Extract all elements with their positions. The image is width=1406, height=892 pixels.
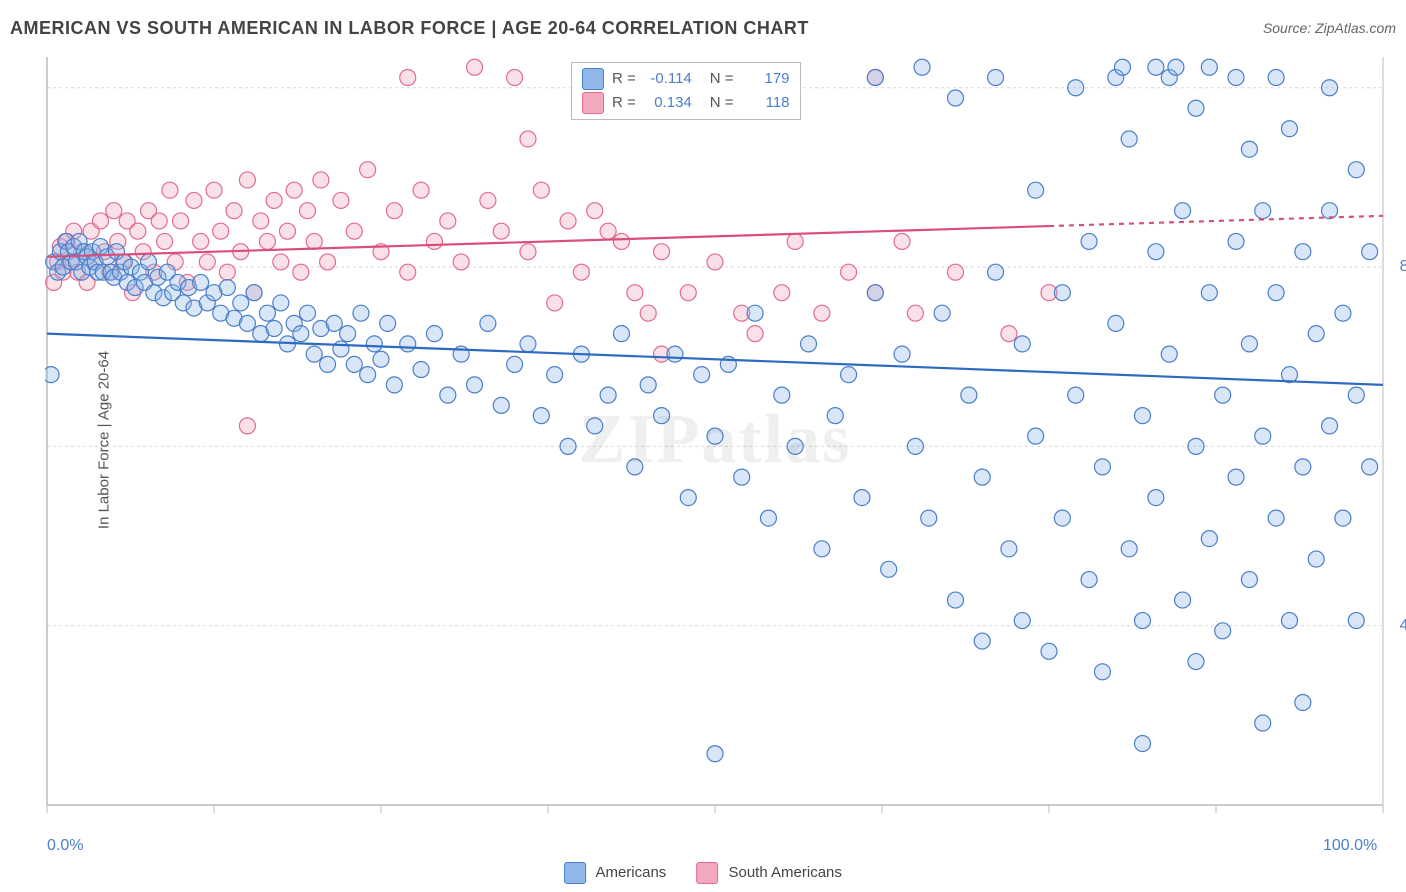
source-attribution: Source: ZipAtlas.com: [1263, 20, 1396, 36]
stats-row-americans: R = -0.114 N = 179: [582, 67, 790, 91]
y-tick-label: 82.5%: [1400, 258, 1406, 276]
stats-n-value-south-americans: 118: [742, 91, 790, 115]
chart-title: AMERICAN VS SOUTH AMERICAN IN LABOR FORC…: [10, 18, 809, 38]
chart-header: AMERICAN VS SOUTH AMERICAN IN LABOR FORC…: [10, 18, 1396, 48]
legend-item-americans: Americans: [564, 862, 666, 884]
correlation-stats-box: R = -0.114 N = 179 R = 0.134 N = 118: [571, 62, 801, 120]
stats-swatch-americans: [582, 68, 604, 90]
stats-swatch-south-americans: [582, 92, 604, 114]
scatter-plot-svg: [45, 55, 1385, 825]
legend-swatch-americans: [564, 862, 586, 884]
legend-item-south-americans: South Americans: [696, 862, 842, 884]
legend-label-south-americans: South Americans: [728, 864, 841, 881]
plot-area: In Labor Force | Age 20-64 ZIPatlas 47.5…: [45, 55, 1385, 825]
stats-r-label: R =: [612, 91, 636, 115]
legend-label-americans: Americans: [595, 864, 666, 881]
stats-r-label: R =: [612, 67, 636, 91]
stats-n-value-americans: 179: [742, 67, 790, 91]
x-tick-label: 100.0%: [1323, 837, 1377, 855]
x-tick-label: 0.0%: [47, 837, 83, 855]
bottom-legend: Americans South Americans: [564, 862, 842, 884]
legend-swatch-south-americans: [696, 862, 718, 884]
stats-n-label: N =: [710, 91, 734, 115]
stats-n-label: N =: [710, 67, 734, 91]
y-tick-label: 47.5%: [1400, 617, 1406, 635]
stats-r-value-americans: -0.114: [644, 67, 692, 91]
y-axis-label: In Labor Force | Age 20-64: [96, 351, 113, 529]
stats-row-south-americans: R = 0.134 N = 118: [582, 91, 790, 115]
stats-r-value-south-americans: 0.134: [644, 91, 692, 115]
